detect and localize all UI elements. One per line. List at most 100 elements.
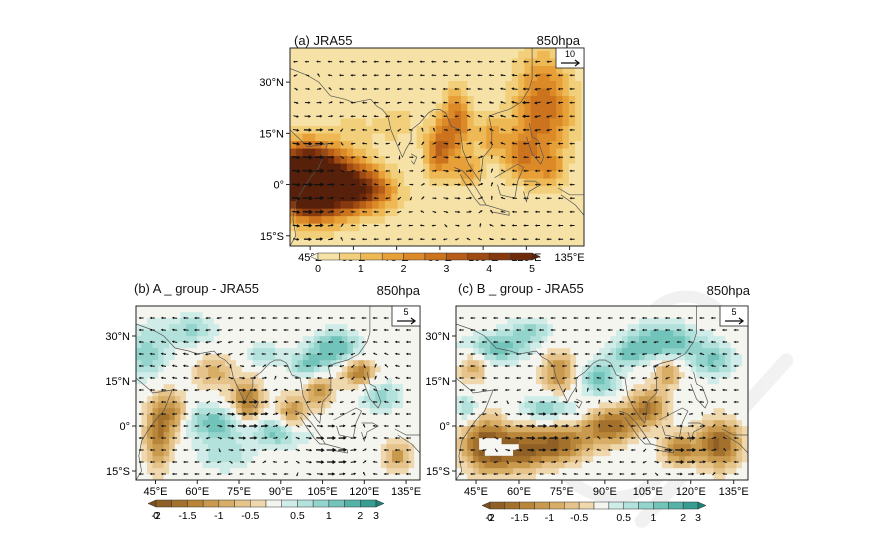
shade-cell: [667, 395, 674, 403]
wind-arrow: [500, 196, 506, 200]
shade-cell: [219, 419, 226, 427]
colorbar-segment: [403, 252, 426, 261]
shade-cell: [208, 449, 215, 457]
shade-cell: [633, 371, 640, 379]
wind-arrow: [466, 210, 472, 213]
shade-cell: [275, 335, 281, 343]
shade-cell: [296, 103, 303, 112]
wind-arrow: [557, 224, 564, 227]
shade-cell: [518, 88, 525, 96]
shade-cell: [340, 223, 348, 232]
shade-cell: [391, 341, 398, 349]
shade-cell: [275, 353, 281, 361]
shade-cell: [593, 377, 600, 385]
wind-arrow: [149, 412, 155, 416]
shade-cell: [191, 449, 198, 457]
shade-cell: [644, 317, 651, 325]
shade-cell: [495, 359, 503, 367]
shade-cell: [358, 455, 365, 463]
shade-cell: [286, 431, 293, 439]
shade-cell: [369, 371, 376, 379]
shade-cell: [549, 103, 557, 112]
shade-cell: [403, 413, 410, 421]
shade-cell: [650, 311, 657, 319]
shade-cell: [213, 437, 220, 445]
shade-cell: [570, 413, 577, 421]
shade-cell: [163, 401, 170, 409]
shade-cell: [252, 401, 259, 409]
shade-cell: [302, 407, 309, 415]
shade-cell: [501, 467, 508, 475]
shade-cell: [707, 413, 714, 421]
shade-cell: [313, 306, 320, 313]
shade-cell: [661, 455, 669, 463]
shade-cell: [724, 419, 732, 427]
shade-cell: [480, 163, 487, 172]
wind-arrow: [489, 224, 494, 227]
shade-cell: [530, 65, 538, 74]
shade-cell: [679, 467, 686, 475]
shade-cell: [593, 437, 600, 445]
shade-cell: [247, 401, 254, 409]
shade-cell: [397, 395, 404, 403]
shade-cell: [473, 88, 481, 96]
wind-arrow: [171, 436, 177, 440]
shade-cell: [541, 377, 548, 385]
shade-cell: [581, 306, 588, 313]
shade-cell: [297, 395, 304, 403]
shade-cell: [492, 185, 500, 194]
shade-cell: [397, 185, 405, 194]
shade-cell: [319, 467, 326, 475]
colorbar-extend-high: [531, 252, 541, 261]
wind-arrow: [444, 129, 449, 132]
wind-arrow: [546, 74, 552, 77]
shade-cell: [547, 449, 554, 457]
shade-cell: [365, 215, 373, 224]
shade-cell: [505, 163, 513, 172]
wind-arrow: [350, 388, 355, 392]
wind-arrow: [302, 209, 313, 215]
shade-cell: [547, 377, 554, 385]
wind-arrow: [304, 101, 311, 104]
shade-cell: [236, 473, 243, 480]
shade-cell: [511, 215, 519, 224]
shade-cell: [403, 103, 411, 112]
shade-cell: [535, 377, 543, 385]
shade-cell: [241, 413, 248, 421]
shade-cell: [684, 413, 691, 421]
shade-cell: [511, 73, 519, 81]
wind-arrow: [194, 424, 200, 428]
shade-cell: [334, 200, 341, 209]
wind-arrow: [372, 460, 378, 463]
shade-cell: [180, 413, 187, 421]
wind-arrow: [534, 156, 541, 159]
wind-arrow: [394, 448, 400, 452]
shade-cell: [661, 323, 669, 331]
shade-cell: [378, 163, 386, 172]
shade-cell: [558, 455, 565, 463]
shade-cell: [185, 407, 192, 415]
shade-cell: [378, 95, 386, 104]
shade-cell: [174, 461, 181, 469]
shade-cell: [541, 419, 548, 427]
shade-cell: [507, 467, 514, 475]
shade-cell: [416, 148, 424, 157]
shade-cell: [537, 48, 544, 51]
shade-cell: [136, 473, 142, 480]
shade-cell: [146, 461, 153, 469]
shade-cell: [169, 353, 176, 361]
shade-cell: [169, 311, 176, 319]
shade-cell: [568, 238, 576, 246]
shade-cell: [380, 419, 387, 427]
shade-cell: [330, 335, 337, 343]
wind-arrow: [442, 74, 448, 77]
wind-arrow: [385, 197, 390, 200]
wind-arrow: [373, 183, 379, 186]
shade-cell: [570, 311, 577, 319]
shade-cell: [690, 329, 697, 337]
wind-arrow: [339, 115, 344, 118]
shade-cell: [511, 170, 519, 179]
shade-cell: [319, 389, 326, 397]
shade-cell: [524, 353, 531, 361]
shade-cell: [696, 371, 703, 379]
